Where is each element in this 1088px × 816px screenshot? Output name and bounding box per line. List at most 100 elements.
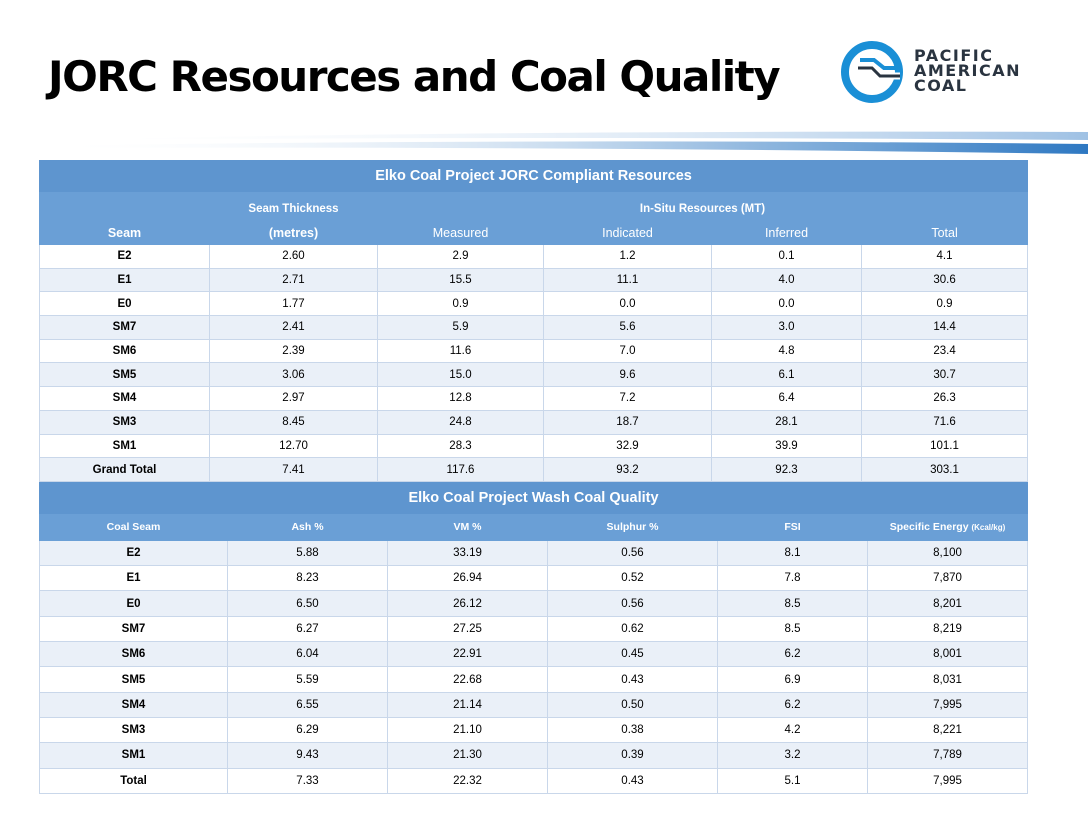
seam-cell: SM5 xyxy=(39,362,210,388)
table-cell: 8.23 xyxy=(227,565,388,592)
header-in-situ-resources: In-Situ Resources (MT) xyxy=(543,191,862,221)
table-cell: 30.6 xyxy=(860,267,1029,293)
seam-cell: E0 xyxy=(39,590,228,617)
table-cell: 92.3 xyxy=(711,457,862,482)
table-cell: 28.1 xyxy=(711,409,862,435)
seam-cell: Total xyxy=(39,767,228,794)
table-row: SM6 2.39 11.6 7.0 4.8 23.4 xyxy=(39,338,1029,364)
table-cell: 7,870 xyxy=(867,565,1028,592)
seam-cell: SM6 xyxy=(39,641,228,668)
table-cell: 0.56 xyxy=(547,539,718,567)
table-cell: 0.9 xyxy=(377,291,544,317)
seam-cell: E1 xyxy=(39,565,228,592)
table-cell: 26.3 xyxy=(860,386,1029,411)
table-cell: 0.39 xyxy=(547,742,718,769)
table-row: SM7 2.41 5.9 5.6 3.0 14.4 xyxy=(39,315,1029,340)
table-row: E1 8.23 26.94 0.52 7.8 7,870 xyxy=(39,565,1028,592)
header-specific-energy: Specific Energy (Kcal/kg) xyxy=(867,512,1028,541)
seam-cell: SM3 xyxy=(39,716,228,744)
table-cell: 0.52 xyxy=(547,565,718,592)
table-cell: 6.9 xyxy=(717,666,868,693)
table-row: E0 1.77 0.9 0.0 0.0 0.9 xyxy=(39,291,1029,317)
table-cell: 8,219 xyxy=(867,615,1028,643)
table-cell: 6.29 xyxy=(227,716,388,744)
table-cell: 117.6 xyxy=(377,457,544,482)
table-row: SM5 3.06 15.0 9.6 6.1 30.7 xyxy=(39,362,1029,388)
table-cell: 2.60 xyxy=(209,244,378,269)
seam-cell: E0 xyxy=(39,291,210,317)
table-cell: 11.6 xyxy=(377,338,544,364)
table-row: SM3 6.29 21.10 0.38 4.2 8,221 xyxy=(39,716,1028,744)
table-cell: 26.12 xyxy=(387,590,548,617)
table-row: SM5 5.59 22.68 0.43 6.9 8,031 xyxy=(39,666,1028,693)
table-cell: 26.94 xyxy=(387,565,548,592)
table-row: SM4 6.55 21.14 0.50 6.2 7,995 xyxy=(39,691,1028,718)
table-cell: 8.5 xyxy=(717,590,868,617)
table-cell: 0.1 xyxy=(711,244,862,269)
table-cell: 22.91 xyxy=(387,641,548,668)
seam-cell: Grand Total xyxy=(39,457,210,482)
grand-total-row: Grand Total 7.41 117.6 93.2 92.3 303.1 xyxy=(39,457,1029,482)
table-cell: 8.1 xyxy=(717,539,868,567)
table-cell: 0.43 xyxy=(547,666,718,693)
table-cell: 2.71 xyxy=(209,267,378,293)
table-cell: 30.7 xyxy=(860,362,1029,388)
table-cell: 3.2 xyxy=(717,742,868,769)
table-cell: 21.10 xyxy=(387,716,548,744)
table-cell: 2.9 xyxy=(377,244,544,269)
table-row: SM1 12.70 28.3 32.9 39.9 101.1 xyxy=(39,433,1029,459)
table-cell: 6.2 xyxy=(717,641,868,668)
table-cell: 4.1 xyxy=(860,244,1029,269)
logo-line-1: PACIFIC xyxy=(914,46,994,65)
resources-table: Elko Coal Project JORC Compliant Resourc… xyxy=(38,160,1029,482)
table-cell: 8,100 xyxy=(867,539,1028,567)
table-cell: 2.39 xyxy=(209,338,378,364)
table-cell: 8,221 xyxy=(867,716,1028,744)
table-row: SM6 6.04 22.91 0.45 6.2 8,001 xyxy=(39,641,1028,668)
table-cell: 7.33 xyxy=(227,767,388,794)
seam-cell: SM4 xyxy=(39,691,228,718)
table-cell: 9.6 xyxy=(543,362,712,388)
header-metres: (metres) xyxy=(209,220,378,245)
table-row: E1 2.71 15.5 11.1 4.0 30.6 xyxy=(39,267,1029,293)
quality-table-title: Elko Coal Project Wash Coal Quality xyxy=(39,481,1028,514)
table-cell: 39.9 xyxy=(711,433,862,459)
seam-cell: SM5 xyxy=(39,666,228,693)
table-cell: 22.68 xyxy=(387,666,548,693)
table-cell: 8,201 xyxy=(867,590,1028,617)
table-cell: 23.4 xyxy=(860,338,1029,364)
table-cell: 21.14 xyxy=(387,691,548,718)
table-cell: 27.25 xyxy=(387,615,548,643)
table-cell: 11.1 xyxy=(543,267,712,293)
table-cell: 3.06 xyxy=(209,362,378,388)
table-cell: 6.2 xyxy=(717,691,868,718)
seam-cell: E2 xyxy=(39,539,228,567)
table-cell: 6.55 xyxy=(227,691,388,718)
table-cell: 8.5 xyxy=(717,615,868,643)
table-cell: 0.62 xyxy=(547,615,718,643)
table-cell: 3.0 xyxy=(711,315,862,340)
seam-cell: SM1 xyxy=(39,433,210,459)
table-cell: 12.8 xyxy=(377,386,544,411)
header-measured: Measured xyxy=(377,220,544,245)
logo-line-2: AMERICAN xyxy=(914,61,1022,80)
table-cell: 7,789 xyxy=(867,742,1028,769)
quality-table: Elko Coal Project Wash Coal Quality Coal… xyxy=(39,481,1028,794)
table-cell: 6.1 xyxy=(711,362,862,388)
total-row: Total 7.33 22.32 0.43 5.1 7,995 xyxy=(39,767,1028,794)
header-spacer xyxy=(39,191,210,221)
header-fsi: FSI xyxy=(717,512,868,541)
table-cell: 7,995 xyxy=(867,767,1028,794)
table-cell: 8,031 xyxy=(867,666,1028,693)
table-cell: 9.43 xyxy=(227,742,388,769)
table-cell: 7.41 xyxy=(209,457,378,482)
table-cell: 0.0 xyxy=(711,291,862,317)
header-seam: Seam xyxy=(39,220,210,245)
seam-cell: SM7 xyxy=(39,315,210,340)
table-cell: 6.04 xyxy=(227,641,388,668)
table-row: E0 6.50 26.12 0.56 8.5 8,201 xyxy=(39,590,1028,617)
table-row: SM4 2.97 12.8 7.2 6.4 26.3 xyxy=(39,386,1029,411)
header-indicated: Indicated xyxy=(543,220,712,245)
seam-cell: SM4 xyxy=(39,386,210,411)
table-row: SM7 6.27 27.25 0.62 8.5 8,219 xyxy=(39,615,1028,643)
